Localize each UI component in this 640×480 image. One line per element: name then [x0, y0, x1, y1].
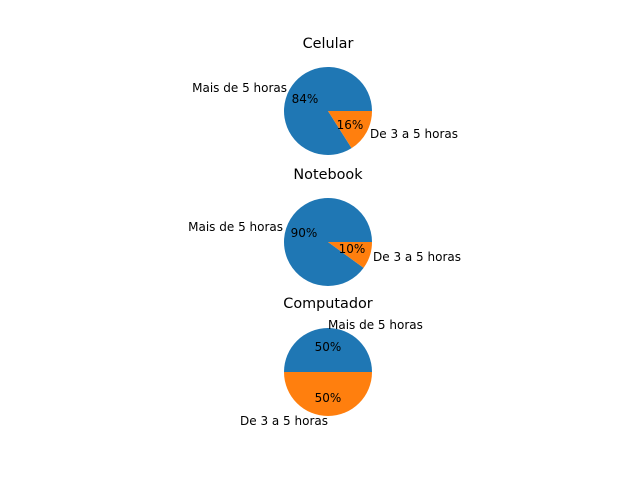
- slice-percent-label: 90%: [291, 226, 318, 240]
- pie-slice: [284, 197, 372, 286]
- slice-label: De 3 a 5 horas: [240, 414, 328, 428]
- pie-chart-celular: Celular Mais de 5 horas De 3 a 5 horas 8…: [192, 36, 458, 155]
- pie-slice: [328, 111, 372, 149]
- chart-title: Celular: [303, 36, 354, 52]
- slice-percent-label: 10%: [339, 242, 366, 256]
- slice-percent-label: 16%: [337, 118, 364, 132]
- pie-chart-computador: Computador Mais de 5 horas De 3 a 5 hora…: [240, 296, 423, 428]
- slice-label: Mais de 5 horas: [328, 318, 423, 332]
- pie-slice: [284, 328, 372, 372]
- chart-title: Notebook: [293, 167, 363, 183]
- slice-percent-label: 84%: [292, 92, 319, 106]
- slice-group: [284, 66, 373, 155]
- slice-label: Mais de 5 horas: [192, 81, 287, 95]
- pie-slice: [284, 372, 372, 416]
- slice-label: Mais de 5 horas: [188, 220, 283, 234]
- slice-label: De 3 a 5 horas: [370, 127, 458, 141]
- slice-group: [284, 197, 372, 286]
- pie-chart-notebook: Notebook Mais de 5 horas De 3 a 5 horas …: [188, 167, 461, 286]
- chart-title: Computador: [283, 296, 373, 312]
- pie-slice: [328, 242, 372, 268]
- slice-percent-label: 50%: [315, 391, 342, 405]
- slice-percent-label: 50%: [315, 340, 342, 354]
- slice-label: De 3 a 5 horas: [373, 250, 461, 264]
- slice-group: [284, 328, 372, 416]
